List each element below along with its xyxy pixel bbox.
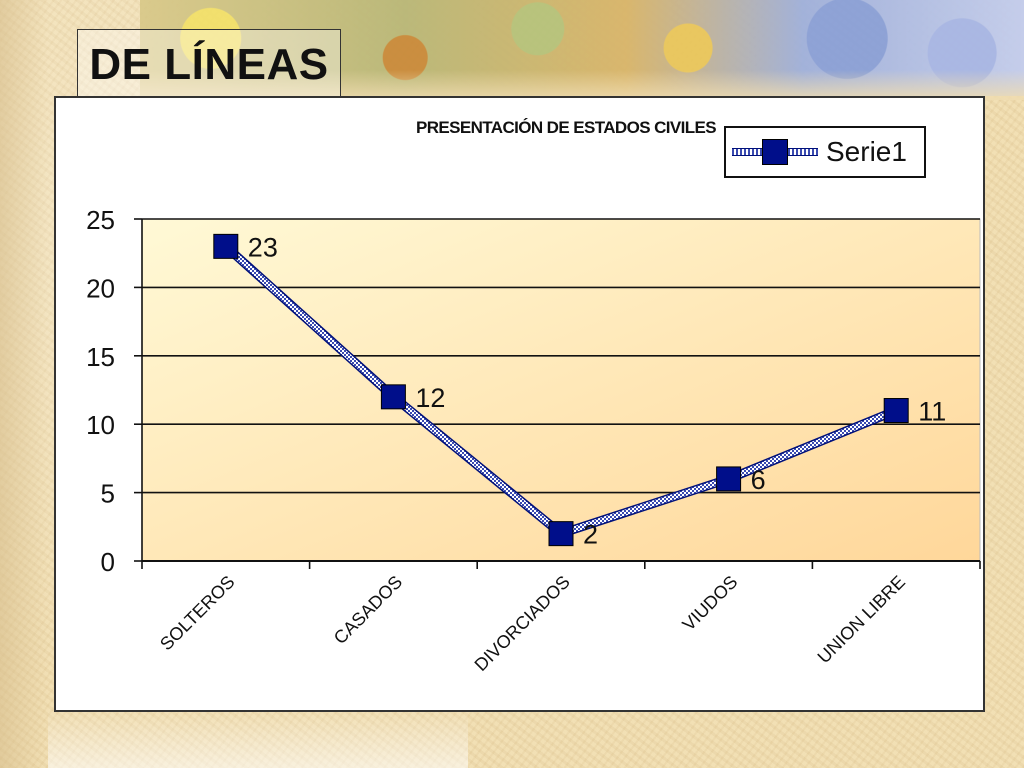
x-tick-label: VIUDOS (678, 572, 741, 635)
plot-area (141, 218, 981, 562)
data-point-marker (716, 466, 742, 492)
banner-fade (140, 70, 1024, 100)
legend-label-serie1: Serie1 (826, 136, 907, 167)
chart-legend: Serie1 (724, 126, 926, 178)
y-tick-label: 25 (86, 205, 115, 235)
data-point-marker (213, 233, 239, 259)
chart-title: PRESENTACIÓN DE ESTADOS CIVILES (415, 118, 717, 137)
background-texture-left (0, 0, 48, 768)
y-tick-label: 5 (101, 479, 115, 509)
data-point-marker (548, 521, 574, 547)
legend-square-marker-icon (762, 139, 788, 165)
legend-swatch (732, 132, 822, 172)
data-label: 6 (751, 465, 766, 495)
background-glow-bottom (48, 708, 468, 768)
x-tick-label: UNION LIBRE (814, 572, 909, 667)
x-tick-label: DIVORCIADOS (471, 572, 574, 675)
y-tick-label: 0 (101, 547, 115, 577)
plot-background (141, 218, 981, 562)
y-tick-label: 10 (86, 410, 115, 440)
axes (141, 219, 981, 569)
x-tick-label: CASADOS (330, 572, 406, 648)
x-axis-tick-labels: SOLTEROS CASADOS DIVORCIADOS VIUDOS UNION LI… (156, 572, 909, 675)
y-tick-label: 20 (86, 273, 115, 303)
chart-container: PRESENTACIÓN DE ESTADOS CIVILES Serie1 0… (54, 96, 985, 712)
data-label: 23 (248, 232, 278, 262)
series-points (213, 233, 909, 547)
y-axis-tick-labels: 0 5 10 15 20 25 (86, 205, 115, 577)
y-tick-label: 15 (86, 342, 115, 372)
data-label: 12 (415, 383, 445, 413)
slide-title: DE LÍNEAS (77, 29, 341, 101)
data-label: 2 (583, 520, 598, 550)
data-point-marker (883, 398, 909, 424)
line-chart: 0 5 10 15 20 25 SOLTEROS CASADOS DIVORCIADOS VIU… (86, 205, 981, 675)
data-label: 11 (918, 397, 946, 427)
x-tick-label: SOLTEROS (156, 572, 239, 655)
data-point-marker (380, 384, 406, 410)
data-labels: 23 12 2 6 11 (248, 232, 946, 549)
